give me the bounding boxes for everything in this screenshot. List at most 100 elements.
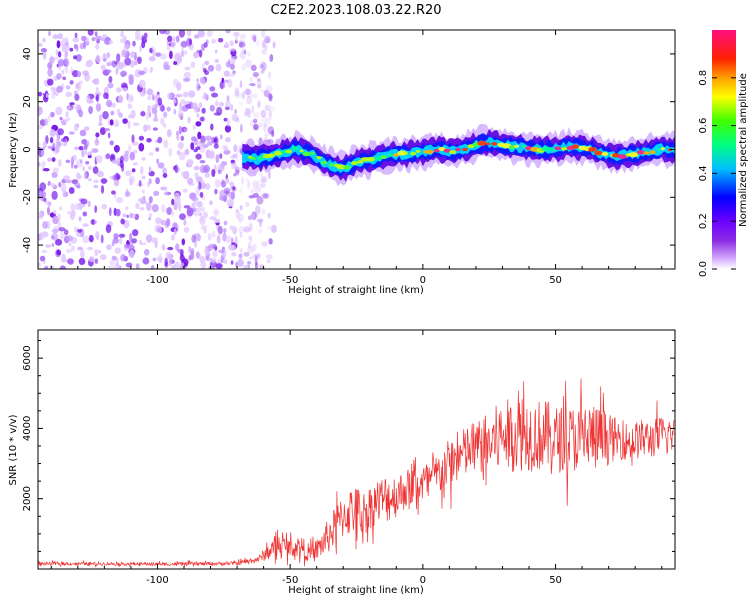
noise-blob [256, 78, 261, 83]
noise-blob [93, 78, 100, 85]
noise-blob [56, 73, 62, 80]
noise-blob [238, 101, 244, 106]
noise-blob [251, 105, 254, 114]
noise-blob [170, 265, 177, 269]
noise-blob [272, 41, 276, 49]
noise-blob [241, 91, 245, 100]
noise-blob [60, 182, 67, 192]
noise-blob [139, 207, 145, 211]
noise-blob [197, 30, 205, 38]
noise-blob [140, 166, 144, 175]
noise-blob [259, 264, 265, 269]
noise-blob [160, 186, 168, 191]
noise-blob [159, 30, 166, 35]
noise-blob [116, 174, 121, 180]
noise-blob [212, 250, 218, 258]
noise-blob [200, 206, 205, 212]
noise-blob [175, 243, 180, 251]
signal-peak [410, 151, 417, 156]
noise-blob [146, 138, 152, 143]
noise-blob [208, 265, 215, 269]
noise-blob [187, 116, 191, 124]
noise-blob [235, 210, 241, 219]
noise-blob [252, 180, 259, 188]
noise-blob [64, 50, 69, 57]
noise-blob [65, 91, 73, 97]
noise-blob [262, 193, 269, 200]
noise-blob [261, 193, 269, 198]
noise-blob [239, 51, 247, 60]
noise-blob [122, 154, 129, 162]
noise-blob [256, 218, 264, 223]
noise-blob [74, 93, 80, 101]
noise-blob [138, 142, 145, 152]
noise-blob [186, 207, 194, 217]
noise-blob [72, 37, 79, 43]
signal-peak [550, 148, 556, 152]
noise-blob [121, 87, 128, 92]
noise-blob [93, 179, 99, 184]
noise-blob [58, 181, 62, 188]
noise-blob [267, 116, 273, 121]
noise-blob [116, 87, 122, 93]
noise-blob [261, 48, 267, 55]
noise-blob [121, 49, 127, 58]
y-tick-label: -40 [22, 237, 33, 253]
noise-blob [240, 186, 243, 195]
x-tick-label: 50 [549, 575, 562, 586]
noise-blob [165, 190, 168, 196]
noise-blob [173, 228, 177, 236]
noise-blob [224, 125, 231, 133]
noise-blob [205, 183, 211, 190]
noise-blob [247, 242, 252, 249]
noise-blob [267, 212, 271, 219]
noise-blob [178, 125, 182, 135]
noise-blob [239, 80, 243, 88]
noise-blob [45, 93, 49, 98]
noise-blob [82, 70, 89, 76]
signal-peak [403, 151, 408, 155]
snr-marks [38, 378, 675, 568]
noise-blob [135, 263, 140, 269]
noise-blob [253, 214, 259, 218]
signal-peak [433, 148, 440, 153]
noise-blob [64, 65, 69, 74]
noise-blob [73, 55, 78, 60]
noise-blob [270, 130, 275, 137]
noise-blob [100, 185, 105, 194]
noise-blob [132, 229, 139, 237]
signal-peak [291, 146, 299, 151]
noise-blob [71, 245, 75, 252]
noise-blob [231, 113, 239, 122]
noise-blob [111, 190, 116, 195]
noise-blob [84, 171, 87, 180]
noise-blob [230, 159, 236, 164]
noise-blob [223, 70, 230, 77]
noise-blob [127, 244, 135, 250]
noise-blob [77, 246, 83, 251]
noise-blob [223, 220, 228, 226]
noise-blob [211, 136, 215, 144]
noise-blob [186, 159, 194, 166]
noise-blob [249, 238, 253, 244]
signal-peak [392, 153, 400, 157]
noise-blob [132, 122, 140, 126]
noise-blob [160, 105, 165, 112]
noise-blob [77, 232, 81, 238]
noise-blob [239, 231, 243, 239]
noise-blob [195, 251, 200, 259]
noise-blob [261, 176, 268, 183]
signal-peak [273, 150, 283, 156]
noise-blob [111, 241, 115, 247]
snr-axes: -100 -50 0 50 2000 4000 6000 [22, 330, 675, 586]
noise-blob [78, 80, 84, 85]
noise-blob [163, 139, 169, 149]
noise-blob [105, 153, 111, 160]
noise-blob [211, 169, 216, 177]
noise-blob [130, 109, 136, 119]
noise-blob [61, 43, 67, 53]
signal-peak [571, 144, 579, 149]
noise-blob [159, 53, 167, 60]
noise-blob [196, 113, 200, 118]
noise-blob [184, 149, 190, 156]
